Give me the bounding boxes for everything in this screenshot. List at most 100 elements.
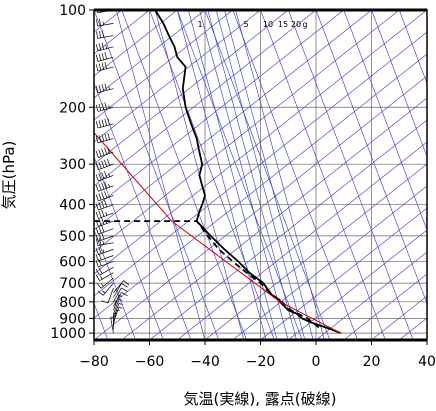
barb-flag xyxy=(107,132,110,140)
x-tick-label: 20 xyxy=(363,354,381,370)
mixing-ratio-label: 1 xyxy=(197,20,202,29)
guide-lines xyxy=(94,10,427,340)
wind-barb xyxy=(95,132,114,144)
barb-flag xyxy=(95,268,100,276)
wind-barb xyxy=(95,217,114,227)
x-tick-label: −40 xyxy=(190,354,220,370)
barb-staff xyxy=(113,287,122,303)
barb-flag xyxy=(98,183,102,191)
dry-adiabat xyxy=(94,82,192,340)
mixing-ratio-label: 15 xyxy=(278,20,288,29)
wind-barb xyxy=(95,42,114,52)
skewed-isotherm xyxy=(94,10,233,121)
grid-lines xyxy=(94,10,427,340)
barb-staff xyxy=(113,280,124,294)
barb-flag xyxy=(121,283,128,288)
barb-flag xyxy=(98,193,102,201)
barb-flag xyxy=(101,209,105,217)
mixing-ratio-label: 20 xyxy=(291,20,301,29)
skewed-isotherm xyxy=(94,10,427,275)
dry-adiabat xyxy=(232,10,358,340)
skewed-isotherm xyxy=(94,10,372,231)
barb-flag xyxy=(106,158,110,166)
barb-flag xyxy=(104,191,108,199)
barb-flag xyxy=(101,62,105,70)
wind-barb xyxy=(95,272,114,281)
skewed-isotherm xyxy=(149,119,427,340)
mixing-ratio-labels: 1 5 10 15 20 g xyxy=(197,20,307,29)
x-tick-label: −60 xyxy=(135,354,165,370)
barb-flag xyxy=(108,183,110,188)
barb-flag xyxy=(102,249,105,253)
y-tick-label: 100 xyxy=(59,3,86,19)
wind-barb xyxy=(95,266,114,276)
barb-flag xyxy=(100,275,103,280)
barb-staff xyxy=(97,66,114,72)
barb-flag xyxy=(95,184,99,192)
barb-staff xyxy=(98,212,114,219)
barb-flag xyxy=(95,219,99,227)
barb-flag xyxy=(102,30,104,38)
y-tick-label: 200 xyxy=(59,100,86,116)
barb-flag xyxy=(98,43,102,51)
barb-flag xyxy=(95,227,99,235)
barb-flag xyxy=(104,83,108,91)
barb-flag xyxy=(95,234,99,242)
barb-flag xyxy=(101,182,105,190)
skewed-isotherm xyxy=(343,273,427,340)
dry-adiabat xyxy=(94,229,136,340)
barb-flag xyxy=(101,172,105,179)
mixing-ratio-line xyxy=(176,10,267,340)
dewpoint-line xyxy=(94,220,320,329)
skewed-isotherm xyxy=(232,185,427,340)
mixing-ratio-line xyxy=(115,10,206,340)
wind-barb xyxy=(95,191,114,202)
dry-adiabat xyxy=(149,10,275,340)
dry-adiabat xyxy=(204,10,331,340)
barb-flag xyxy=(95,174,99,182)
barb-flag xyxy=(118,299,123,301)
skewed-isotherm xyxy=(94,10,206,99)
barb-flag xyxy=(101,148,105,156)
barb-staff xyxy=(98,248,114,256)
skewed-isotherm xyxy=(121,97,427,340)
wind-barb xyxy=(96,277,114,289)
barb-flag xyxy=(99,238,101,246)
skewed-isotherm xyxy=(94,10,344,209)
barb-staff xyxy=(113,299,120,315)
wind-barb xyxy=(95,102,114,112)
barb-flag xyxy=(98,63,102,71)
barb-staff xyxy=(107,287,114,304)
dry-adiabat xyxy=(94,155,164,340)
barb-flag xyxy=(98,246,102,254)
barb-staff xyxy=(99,272,114,281)
barb-flag xyxy=(95,194,99,202)
y-tick-label: 400 xyxy=(59,198,86,214)
barb-flag xyxy=(101,160,105,168)
barb-flag xyxy=(99,18,101,26)
barb-flag xyxy=(95,135,99,143)
barb-flag xyxy=(104,102,108,110)
wind-barb xyxy=(95,117,114,129)
wind-barb xyxy=(95,225,114,235)
barb-flag xyxy=(98,173,102,180)
barb-flag xyxy=(104,61,108,69)
barb-flag xyxy=(95,150,99,158)
y-tick-label: 600 xyxy=(59,254,86,270)
barb-flag xyxy=(96,238,99,246)
dry-adiabat xyxy=(315,10,427,305)
barb-staff xyxy=(97,88,114,94)
skewed-isotherm xyxy=(288,229,427,340)
axes: −80 −60 −40 −20 0 20 40 100 200 300 400 500 600 700 80… xyxy=(50,3,436,370)
barb-flag xyxy=(98,120,102,128)
barb-flag xyxy=(95,203,99,211)
wind-barb xyxy=(95,83,114,94)
x-tick-label: −20 xyxy=(246,354,276,370)
barb-flag xyxy=(98,53,102,61)
barb-staff xyxy=(98,204,114,211)
barb-staff xyxy=(98,185,114,192)
barb-flag xyxy=(95,254,99,262)
barb-flag xyxy=(98,149,102,157)
y-axis-title: 気圧(hPa) xyxy=(0,141,18,210)
